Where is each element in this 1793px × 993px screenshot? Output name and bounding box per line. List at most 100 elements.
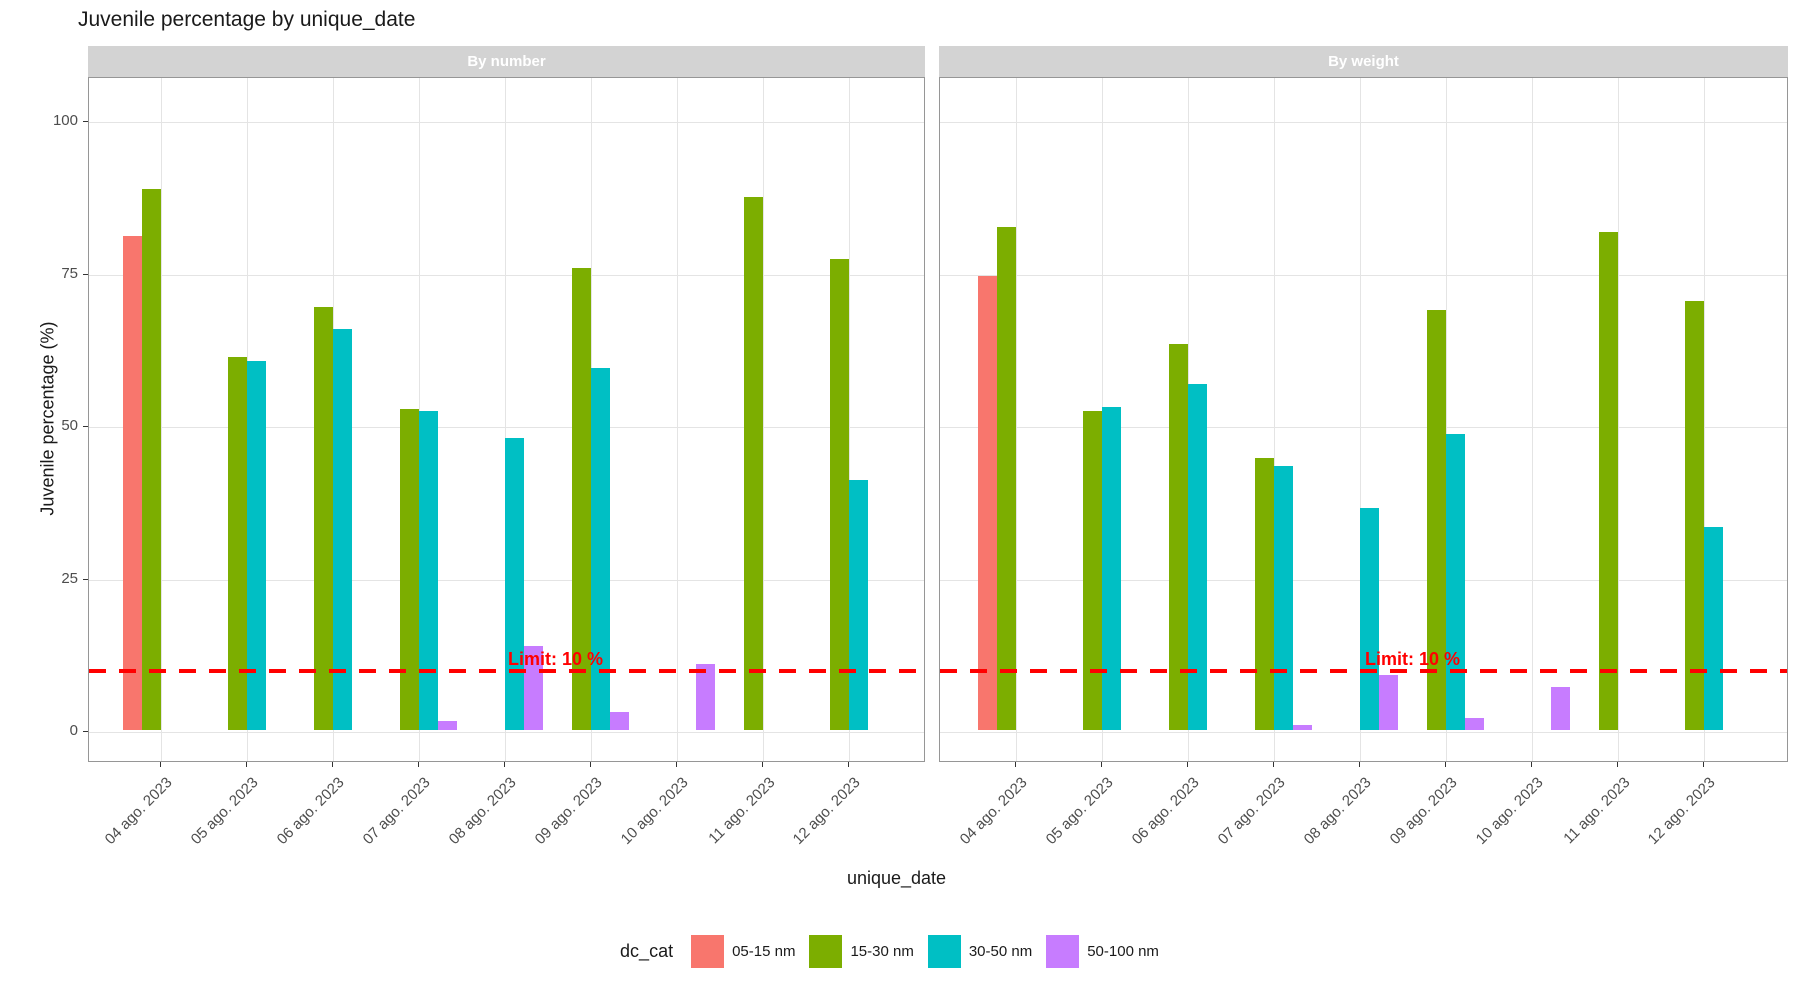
bar-50-100nm (1379, 675, 1398, 730)
gridline-vertical (1532, 78, 1533, 761)
y-axis-tick-label: 75 (61, 264, 78, 282)
limit-label: Limit: 10 % (1365, 649, 1461, 669)
x-axis-tick-label: 08 ago. 2023 (446, 774, 521, 848)
gridline-horizontal (940, 274, 1787, 276)
x-axis-tick-label: 12 ago. 2023 (790, 774, 865, 848)
gridline-vertical (1274, 78, 1275, 761)
x-axis-tick (762, 762, 763, 767)
legend-entries: 05-15 nm 15-30 nm 30-50 nm 50-100 nm (691, 934, 1173, 968)
legend-entry: 50-100 nm (1046, 934, 1159, 968)
gridline-horizontal (940, 732, 1787, 733)
gridline-horizontal (940, 122, 1787, 123)
gridline-vertical (1446, 78, 1447, 761)
y-axis-tick (83, 731, 88, 732)
legend-entry: 30-50 nm (927, 934, 1033, 968)
x-axis-tick-label: 04 ago. 2023 (102, 774, 177, 848)
bar-15-30nm (142, 188, 161, 730)
legend-title: dc_cat (620, 940, 674, 961)
bar-50-100nm (696, 664, 715, 730)
y-axis-tick (83, 121, 88, 122)
bar-15-30nm (1083, 410, 1102, 730)
bar-30-50nm (591, 368, 610, 730)
x-axis-tick (1617, 762, 1618, 767)
bar-30-50nm (419, 410, 438, 730)
bar-30-50nm (1102, 406, 1121, 730)
gridline-vertical (161, 78, 162, 761)
x-axis-tick (1273, 762, 1274, 767)
legend-key-swatch (927, 934, 961, 968)
bar-15-30nm (400, 409, 419, 730)
x-axis-tick-label: 09 ago. 2023 (532, 774, 607, 848)
gridline-vertical (1360, 78, 1361, 761)
bar-05-15nm (978, 275, 997, 730)
facet-strip: By number (88, 46, 925, 77)
x-axis-tick-label: 05 ago. 2023 (188, 774, 263, 848)
x-axis-tick (1015, 762, 1016, 767)
limit-line (89, 669, 924, 673)
x-axis-tick (160, 762, 161, 767)
legend-label: 50-100 nm (1087, 942, 1159, 960)
bar-15-30nm (1685, 301, 1704, 730)
bar-30-50nm (247, 360, 266, 730)
y-axis-tick-label: 100 (52, 112, 78, 129)
legend-entry: 15-30 nm (809, 934, 914, 968)
bar-50-100nm (1465, 717, 1484, 730)
legend-key-swatch (809, 934, 843, 968)
gridline-vertical (1704, 78, 1705, 761)
x-axis-tick-label: 07 ago. 2023 (1215, 774, 1290, 848)
x-axis-tick (332, 762, 333, 767)
plot-title: Juvenile percentage by unique_date (78, 8, 416, 31)
bar-50-100nm (438, 721, 457, 730)
bar-15-30nm (1427, 310, 1446, 730)
legend-label: 15-30 nm (850, 942, 914, 960)
facet-strip-label: By weight (1328, 53, 1399, 70)
x-axis-tick (1703, 762, 1704, 767)
x-axis-tick (590, 762, 591, 767)
legend: dc_cat 05-15 nm 15-30 nm 30-50 nm 50-100 nm (0, 930, 1793, 972)
x-axis-tick (1445, 762, 1446, 767)
gridline-vertical (1016, 78, 1017, 761)
gridline-horizontal (89, 122, 924, 123)
bar-15-30nm (1255, 457, 1274, 730)
bar-15-30nm (744, 196, 763, 730)
y-axis-tick (83, 273, 88, 275)
bar-50-100nm (524, 646, 543, 730)
bar-15-30nm (1599, 232, 1618, 730)
facet-strip: By weight (939, 46, 1788, 77)
legend-key-swatch (691, 934, 725, 968)
bar-30-50nm (333, 328, 352, 730)
y-axis-tick-label: 0 (69, 722, 78, 739)
y-axis-tick (83, 426, 88, 427)
facet-strip-label: By number (467, 53, 546, 70)
bar-30-50nm (1704, 526, 1723, 730)
x-axis-tick-label: 10 ago. 2023 (618, 774, 693, 848)
gridline-horizontal (89, 732, 924, 733)
x-axis-tick (1187, 762, 1188, 767)
x-axis-tick (848, 762, 849, 767)
bar-30-50nm (1446, 434, 1465, 730)
bar-30-50nm (505, 437, 524, 730)
bar-30-50nm (1274, 465, 1293, 730)
plot-panel: Limit: 10 % (88, 77, 925, 762)
gridline-vertical (677, 78, 678, 761)
legend-key-swatch (1046, 934, 1080, 968)
bar-30-50nm (1360, 507, 1379, 730)
x-axis-tick-label: 05 ago. 2023 (1043, 774, 1118, 848)
x-axis-tick-label: 11 ago. 2023 (1559, 774, 1634, 848)
x-axis-tick-label: 08 ago. 2023 (1301, 774, 1376, 848)
x-axis-tick (1359, 762, 1360, 767)
bar-15-30nm (572, 268, 591, 730)
y-axis-tick (83, 578, 88, 580)
bar-15-30nm (997, 226, 1016, 730)
bar-50-100nm (1293, 725, 1312, 730)
x-axis-tick-label: 06 ago. 2023 (274, 774, 349, 848)
limit-label: Limit: 10 % (508, 649, 604, 669)
y-axis-tick-label: 50 (61, 417, 78, 434)
legend-label: 30-50 nm (968, 942, 1033, 960)
x-axis-tick (246, 762, 247, 767)
bar-15-30nm (314, 307, 333, 730)
x-axis-tick (418, 762, 419, 767)
x-axis-tick-label: 12 ago. 2023 (1645, 774, 1720, 848)
x-axis-tick (504, 762, 505, 767)
